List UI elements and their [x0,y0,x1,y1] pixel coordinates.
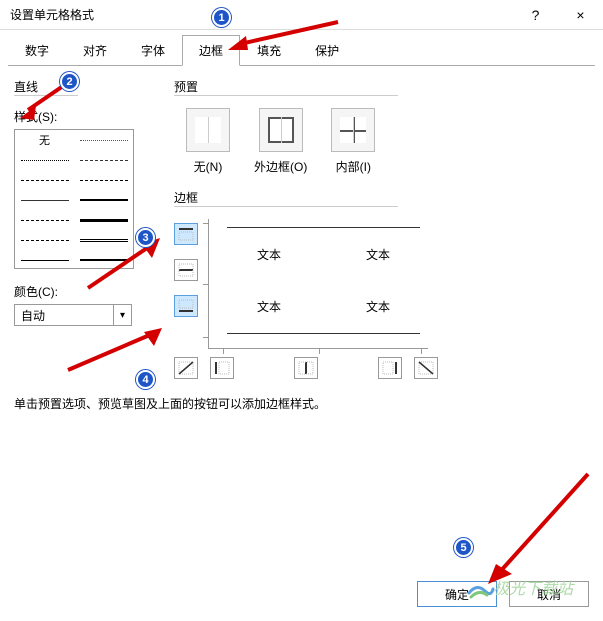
window-controls: ? × [513,0,603,30]
tab-border[interactable]: 边框 [182,35,240,66]
border-diag-up-button[interactable] [174,357,198,379]
preview-inner: 文本 文本 文本 文本 [227,227,420,334]
annotation-badge-2: 2 [60,72,79,91]
line-style-none[interactable]: 无 [15,130,74,150]
style-label: 样式(S): [14,108,154,125]
line-style-list[interactable]: 无 [14,129,134,269]
tab-protection[interactable]: 保护 [298,35,356,66]
help-button[interactable]: ? [513,0,558,30]
preset-outline-icon [259,108,303,152]
border-diag-down-button[interactable] [414,357,438,379]
color-label: 颜色(C): [14,283,154,300]
hint-text: 单击预置选项、预览草图及上面的按钮可以添加边框样式。 [14,379,589,412]
preset-row: 无(N) 外边框(O) 内部(I) [186,108,589,175]
preview-text: 文本 [366,246,390,263]
preset-outline[interactable]: 外边框(O) [254,108,307,175]
preview-text: 文本 [257,246,281,263]
preview-text: 文本 [366,298,390,315]
preset-none-icon [186,108,230,152]
border-top-button[interactable] [174,223,198,245]
line-style-opt[interactable] [74,130,133,150]
border-bottom-buttons [174,357,589,379]
border-edit-area: 文本 文本 文本 文本 [174,215,589,349]
annotation-badge-1: 1 [212,8,231,27]
annotation-badge-5: 5 [454,538,473,557]
line-style-opt[interactable] [15,150,74,170]
line-style-opt[interactable] [74,190,133,210]
titlebar: 设置单元格格式 ? × [0,0,603,30]
annotation-badge-4: 4 [136,370,155,389]
line-style-opt[interactable] [74,150,133,170]
line-style-opt[interactable] [74,230,133,250]
line-style-opt[interactable] [15,190,74,210]
preset-none-label: 无(N) [194,158,223,175]
tab-font[interactable]: 字体 [124,35,182,66]
line-panel: 直线 样式(S): 无 颜色(C): 自动 ▾ [14,78,154,326]
color-value: 自动 [21,307,45,324]
border-middle-h-button[interactable] [174,259,198,281]
preset-inside[interactable]: 内部(I) [331,108,375,175]
tab-strip: 数字 对齐 字体 边框 填充 保护 [8,34,595,65]
annotation-arrow-5 [468,470,598,590]
border-preview[interactable]: 文本 文本 文本 文本 [208,219,428,349]
line-style-opt[interactable] [74,250,133,270]
border-side-buttons [174,223,198,349]
border-left-button[interactable] [210,357,234,379]
preset-section-label: 预置 [174,78,398,96]
preset-inside-icon [331,108,375,152]
preview-text: 文本 [257,298,281,315]
color-picker: 自动 ▾ [14,304,154,326]
tab-number[interactable]: 数字 [8,35,66,66]
line-style-opt[interactable] [15,230,74,250]
border-right-button[interactable] [378,357,402,379]
line-style-opt[interactable] [74,210,133,230]
close-button[interactable]: × [558,0,603,30]
color-select[interactable]: 自动 [14,304,114,326]
tab-fill[interactable]: 填充 [240,35,298,66]
preset-inside-label: 内部(I) [336,158,371,175]
border-section-label: 边框 [174,189,398,207]
tab-alignment[interactable]: 对齐 [66,35,124,66]
line-style-opt[interactable] [15,170,74,190]
color-dropdown-button[interactable]: ▾ [114,304,132,326]
cancel-button[interactable]: 取消 [509,581,589,607]
line-style-opt[interactable] [15,210,74,230]
line-style-opt[interactable] [15,250,74,270]
line-style-opt[interactable] [74,170,133,190]
preset-none[interactable]: 无(N) [186,108,230,175]
dialog-content: 直线 样式(S): 无 颜色(C): 自动 ▾ 预置 [0,66,603,424]
right-panel: 预置 无(N) 外边框(O) 内部(I) 边框 [174,78,589,379]
window-title: 设置单元格格式 [10,6,94,23]
annotation-badge-3: 3 [136,228,155,247]
border-bottom-button[interactable] [174,295,198,317]
watermark-swirl-icon [467,581,495,601]
footer: 确定 取消 [417,581,589,607]
preset-outline-label: 外边框(O) [254,158,307,175]
border-middle-v-button[interactable] [294,357,318,379]
